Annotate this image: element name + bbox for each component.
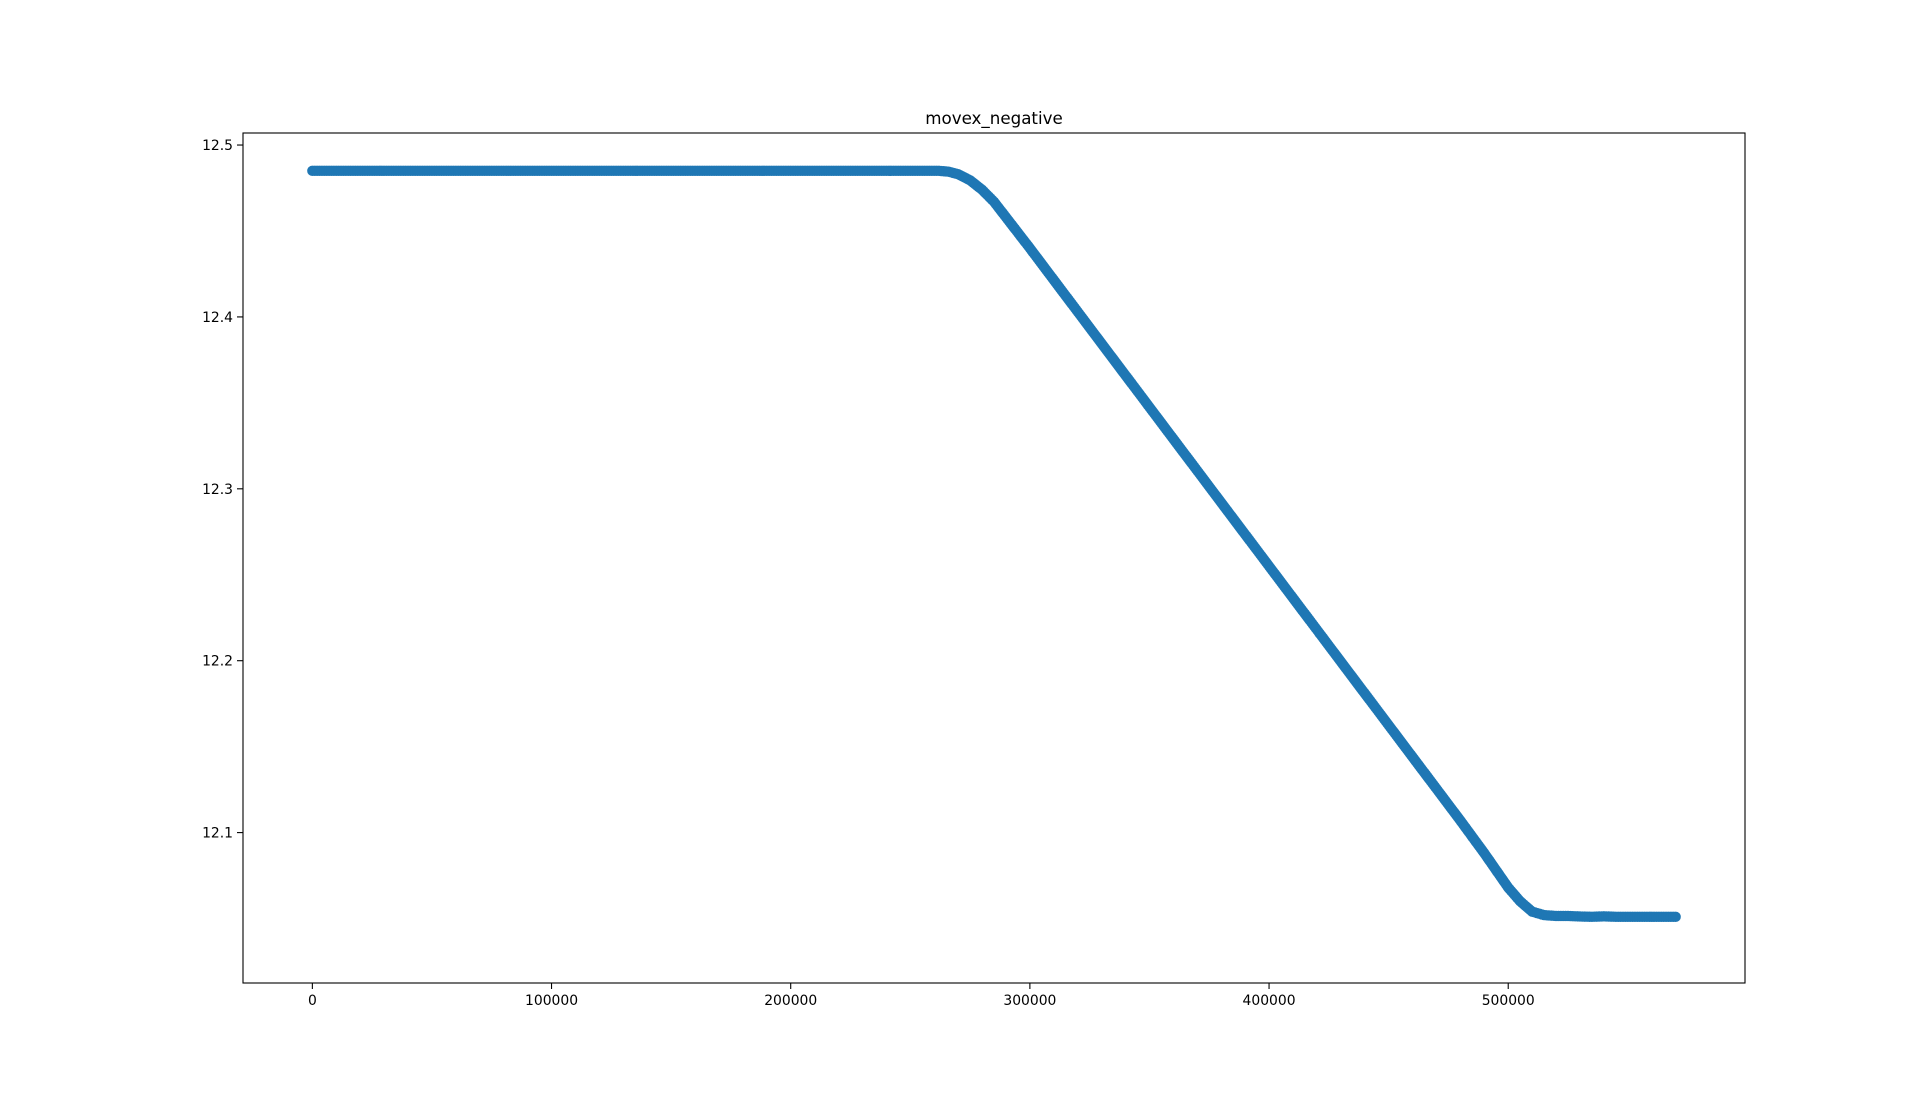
plot-area bbox=[242, 132, 1746, 984]
x-tick-label: 0 bbox=[308, 993, 317, 1009]
x-tick-label: 400000 bbox=[1243, 993, 1296, 1009]
axes-frame bbox=[242, 132, 1746, 984]
y-tick-label: 12.5 bbox=[202, 138, 233, 154]
y-tick-label: 12.1 bbox=[202, 826, 233, 842]
series-layer bbox=[307, 165, 1681, 923]
y-tick-label: 12.2 bbox=[202, 654, 233, 670]
chart-title: movex_negative bbox=[925, 108, 1063, 129]
scatter-point bbox=[1670, 911, 1681, 923]
x-tick-label: 300000 bbox=[1003, 993, 1056, 1009]
x-tick-label: 500000 bbox=[1482, 993, 1535, 1009]
x-tick-label: 200000 bbox=[764, 993, 817, 1009]
y-tick-label: 12.3 bbox=[202, 482, 233, 498]
y-axis: 12.1 12.2 12.3 12.4 12.5 bbox=[202, 138, 243, 842]
x-axis: 0 100000 200000 300000 400000 500000 bbox=[308, 983, 1535, 1009]
y-tick-label: 12.4 bbox=[202, 310, 233, 326]
axes-background bbox=[243, 133, 1745, 983]
x-tick-label: 100000 bbox=[525, 993, 578, 1009]
